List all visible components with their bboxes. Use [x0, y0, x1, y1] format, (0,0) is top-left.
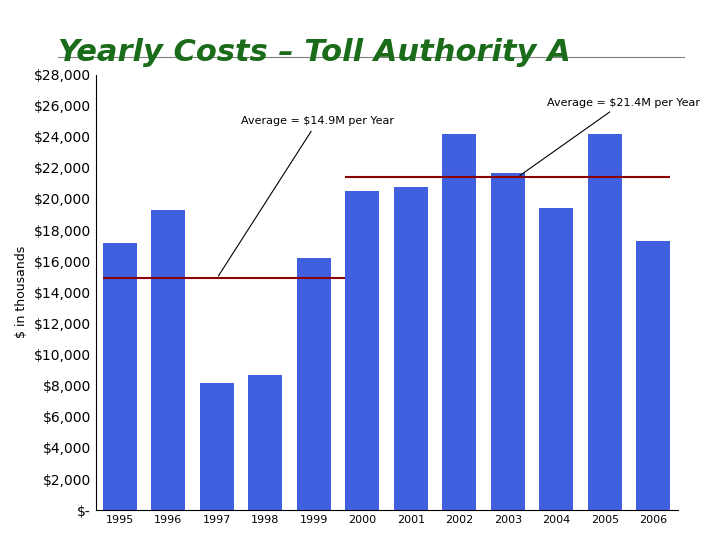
Bar	[394, 186, 428, 510]
Text: Average = $21.4M per Year: Average = $21.4M per Year	[520, 98, 700, 176]
Bar	[442, 133, 477, 510]
Bar	[297, 258, 331, 510]
Text: Yearly Costs – Toll Authority A: Yearly Costs – Toll Authority A	[58, 38, 570, 67]
Bar	[103, 242, 137, 510]
Bar	[636, 241, 670, 510]
Bar	[151, 210, 185, 510]
Bar	[491, 172, 525, 510]
Bar	[588, 133, 622, 510]
Text: Average = $14.9M per Year: Average = $14.9M per Year	[218, 116, 394, 276]
Y-axis label: $ in thousands: $ in thousands	[15, 246, 28, 339]
Bar	[346, 191, 379, 510]
Bar	[539, 208, 573, 510]
Bar	[200, 382, 234, 510]
Bar	[248, 375, 282, 510]
